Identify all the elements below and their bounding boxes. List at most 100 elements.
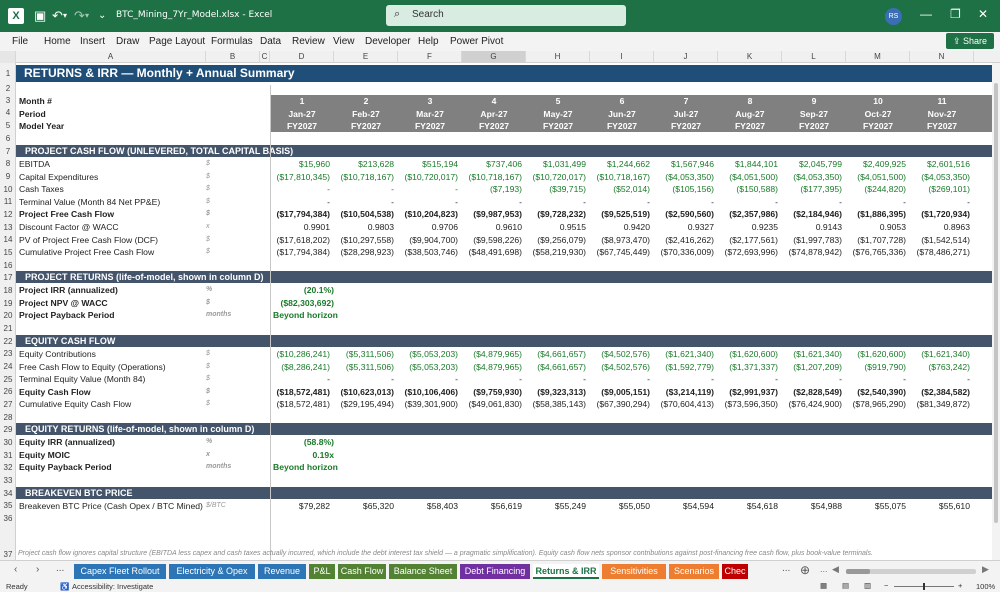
metric-value[interactable]: (58.8%) (303, 437, 334, 447)
value-cell[interactable]: ($9,987,953) (473, 209, 522, 220)
col-header-h[interactable]: H (526, 51, 590, 63)
value-cell[interactable]: 0.9803 (367, 222, 394, 232)
value-cell[interactable]: - (711, 196, 714, 207)
value-cell[interactable]: ($3,214,119) (665, 386, 714, 397)
value-cell[interactable]: ($18,572,481) (276, 399, 330, 410)
value-cell[interactable]: 0.9706 (431, 222, 458, 232)
zoom-level[interactable]: 100% (976, 582, 996, 591)
value-cell[interactable]: FY2027 (926, 121, 958, 131)
value-cell[interactable]: ($10,504,538) (340, 209, 394, 220)
value-cell[interactable]: ($1,542,514) (921, 234, 970, 245)
row-header[interactable]: 25 (3, 375, 13, 384)
value-cell[interactable]: Jun-27 (608, 108, 636, 119)
value-cell[interactable]: $15,960 (298, 159, 330, 169)
value-cell[interactable]: ($1,720,934) (921, 209, 970, 220)
value-cell[interactable]: FY2027 (478, 121, 510, 131)
col-header-k[interactable]: K (718, 51, 782, 63)
value-cell[interactable]: $515,194 (422, 159, 458, 169)
row-header[interactable]: 13 (3, 223, 13, 232)
value-cell[interactable]: ($5,053,203) (409, 349, 458, 359)
value-cell[interactable]: FY2027 (734, 121, 766, 131)
metric-unit[interactable]: x (206, 450, 210, 458)
value-cell[interactable]: ($67,745,449) (596, 247, 650, 258)
next-sheet-icon[interactable]: › (36, 564, 40, 575)
value-cell[interactable]: ($10,720,017) (404, 171, 458, 182)
row-header[interactable]: 32 (3, 463, 13, 472)
value-cell[interactable]: ($8,973,470) (601, 234, 650, 245)
row-label[interactable]: Project Free Cash Flow (19, 209, 115, 220)
row-header[interactable]: 3 (5, 96, 11, 105)
col-header-m[interactable]: M (846, 51, 910, 63)
value-cell[interactable]: ($5,053,203) (409, 361, 458, 372)
value-cell[interactable]: $2,601,516 (926, 159, 970, 169)
row-unit[interactable]: $ (206, 235, 210, 243)
value-cell[interactable]: - (583, 196, 586, 207)
row-unit[interactable]: x (206, 223, 210, 230)
row-label[interactable]: Terminal Value (Month 84 Net PP&E) (19, 196, 161, 207)
value-cell[interactable]: - (967, 374, 970, 385)
metric-label[interactable]: Project NPV @ WACC (19, 297, 108, 308)
close-icon[interactable]: ✕ (978, 7, 989, 21)
value-cell[interactable]: - (583, 374, 586, 385)
row-header[interactable]: 21 (3, 324, 13, 333)
row-header[interactable]: 7 (5, 147, 11, 156)
value-cell[interactable]: ($18,572,481) (276, 386, 330, 397)
value-cell[interactable]: $55,050 (618, 501, 650, 511)
menu-help[interactable]: Help (418, 36, 439, 47)
row-label[interactable]: Discount Factor @ WACC (19, 222, 119, 232)
sheet-tab[interactable]: Returns & IRR (533, 564, 599, 579)
value-cell[interactable]: ($1,621,340) (921, 349, 970, 359)
row-unit[interactable]: $ (206, 160, 210, 167)
value-cell[interactable]: 5 (555, 96, 561, 106)
value-cell[interactable]: - (455, 184, 458, 195)
row-unit[interactable]: $ (206, 197, 210, 205)
row-header[interactable]: 18 (3, 286, 13, 295)
value-cell[interactable]: FY2027 (670, 121, 702, 131)
footnote[interactable]: Project cash flow ignores capital struct… (18, 550, 873, 557)
value-cell[interactable]: ($2,540,390) (857, 386, 906, 397)
value-cell[interactable]: ($52,014) (613, 184, 650, 195)
metric-value[interactable]: Beyond horizon (273, 462, 338, 473)
row-label[interactable]: Terminal Equity Value (Month 84) (19, 374, 146, 385)
sheet-tab[interactable]: Electricity & Opex (169, 564, 255, 579)
vertical-scrollbar[interactable] (992, 63, 1000, 560)
restore-icon[interactable]: ❐ (950, 7, 961, 21)
value-cell[interactable]: ($5,311,506) (345, 361, 394, 372)
sheet-tab[interactable]: P&L (309, 564, 335, 579)
value-cell[interactable]: 10 (873, 96, 883, 106)
row-header[interactable]: 5 (5, 121, 11, 130)
value-cell[interactable]: ($1,620,600) (857, 349, 906, 359)
value-cell[interactable]: ($1,886,395) (857, 209, 906, 220)
page-layout-view-icon[interactable]: ▤ (842, 581, 850, 590)
value-cell[interactable]: 3 (427, 96, 433, 106)
value-cell[interactable]: ($10,297,558) (340, 234, 394, 245)
value-cell[interactable]: ($10,623,013) (340, 386, 394, 397)
sheet-tab[interactable]: Capex Fleet Rollout (74, 564, 166, 579)
value-cell[interactable]: ($58,385,143) (532, 399, 586, 410)
value-cell[interactable]: ($72,693,996) (724, 247, 778, 258)
col-header-d[interactable]: D (270, 51, 334, 63)
row-header[interactable]: 15 (3, 248, 13, 257)
metric-value[interactable]: (20.1%) (303, 285, 334, 295)
value-cell[interactable]: ($1,371,337) (729, 361, 778, 372)
value-cell[interactable]: ($39,715) (549, 184, 586, 195)
row-header[interactable]: 35 (3, 501, 13, 510)
value-cell[interactable]: ($9,598,226) (473, 234, 522, 245)
value-cell[interactable]: ($2,384,582) (921, 386, 970, 397)
value-cell[interactable]: FY2027 (606, 121, 638, 131)
value-cell[interactable]: ($2,357,986) (729, 209, 778, 220)
redo-dropdown-icon[interactable]: ▾ (85, 11, 90, 20)
more-sheets-right[interactable]: ... (782, 563, 791, 574)
row-header[interactable]: 37 (3, 550, 13, 559)
value-cell[interactable]: ($269,101) (928, 184, 970, 195)
value-cell[interactable]: ($4,879,965) (473, 361, 522, 372)
value-cell[interactable]: 0.9053 (879, 222, 906, 232)
avatar[interactable]: RS (885, 8, 902, 25)
value-cell[interactable]: ($7,193) (489, 184, 522, 195)
value-cell[interactable]: - (519, 196, 522, 207)
h-scroll-more[interactable]: ... (820, 564, 828, 574)
row-label[interactable]: Cumulative Project Free Cash Flow (19, 247, 155, 258)
row-unit[interactable]: $ (206, 350, 210, 357)
redo-icon[interactable]: ↷ (74, 8, 85, 23)
value-cell[interactable]: $1,244,662 (606, 159, 650, 169)
